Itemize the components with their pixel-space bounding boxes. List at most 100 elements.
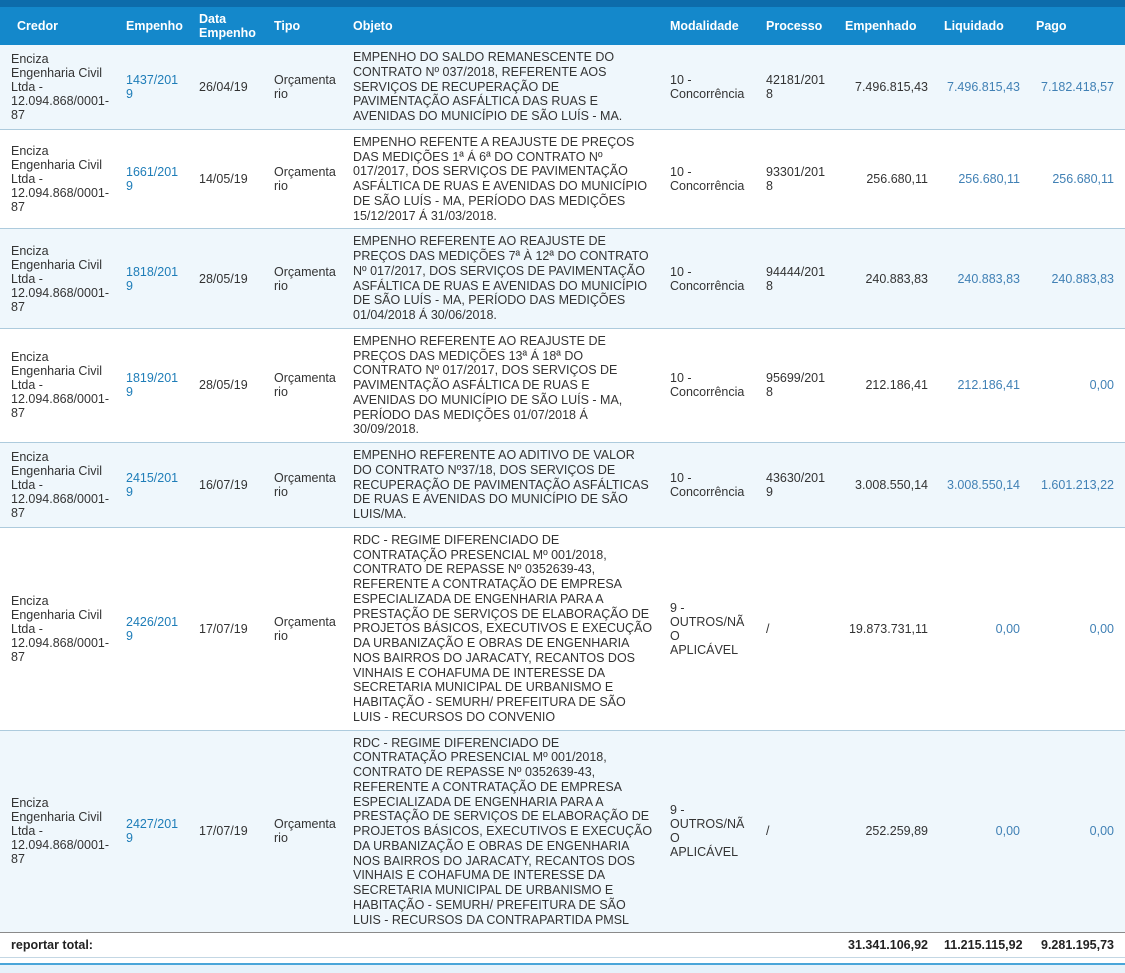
empenho-cell: 1818/2019 xyxy=(118,229,191,329)
liquidado-cell: 0,00 xyxy=(995,621,1020,636)
processo-cell: 95699/2018 xyxy=(766,371,826,400)
total-empenhado: 31.341.106,92 xyxy=(837,932,936,959)
total-label: reportar total: xyxy=(0,932,837,959)
empenho-link[interactable]: 2427/2019 xyxy=(126,817,179,846)
column-header-empenhado: Empenhado xyxy=(837,3,936,45)
empenho-cell: 2427/2019 xyxy=(118,730,191,933)
column-header-tipo: Tipo xyxy=(266,3,345,45)
total-row: reportar total: 31.341.106,92 11.215.115… xyxy=(0,932,1125,959)
pago-cell: 7.182.418,57 xyxy=(1041,79,1114,94)
pago-cell: 0,00 xyxy=(1089,621,1114,636)
credor-cell: Enciza Engenharia Civil Ltda - 12.094.86… xyxy=(11,350,110,421)
modalidade-cell: 9 - OUTROS/NÃO APLICÁVEL xyxy=(670,803,745,860)
tipo-cell: Orçamentario xyxy=(274,264,336,293)
empenho-cell: 2426/2019 xyxy=(118,527,191,730)
data-empenho-cell: 17/07/19 xyxy=(199,621,248,636)
tipo-cell: Orçamentario xyxy=(274,165,336,193)
column-header-objeto: Objeto xyxy=(345,3,662,45)
modalidade-cell: 10 - Concorrência xyxy=(670,371,745,400)
tipo-cell: Orçamentario xyxy=(274,371,336,400)
credor-cell: Enciza Engenharia Civil Ltda - 12.094.86… xyxy=(11,243,110,314)
liquidado-cell: 240.883,83 xyxy=(957,271,1020,286)
table-row: Enciza Engenharia Civil Ltda - 12.094.86… xyxy=(0,442,1125,528)
empenho-cell: 1437/2019 xyxy=(118,45,191,129)
table-row: Enciza Engenharia Civil Ltda - 12.094.86… xyxy=(0,228,1125,329)
data-empenho-cell: 28/05/19 xyxy=(199,378,248,393)
objeto-cell: RDC - REGIME DIFERENCIADO DE CONTRATAÇÃO… xyxy=(353,735,653,927)
empenho-link[interactable]: 2426/2019 xyxy=(126,614,179,643)
column-header-modalidade: Modalidade xyxy=(662,3,758,45)
objeto-cell: RDC - REGIME DIFERENCIADO DE CONTRATAÇÃO… xyxy=(353,532,653,724)
objeto-cell: EMPENHO REFENTE A REAJUSTE DE PREÇOS DAS… xyxy=(353,134,648,223)
empenhado-cell: 240.883,83 xyxy=(865,271,928,286)
objeto-cell: EMPENHO REFERENTE AO REAJUSTE DE PREÇOS … xyxy=(353,234,649,322)
empenho-cell: 1661/2019 xyxy=(118,129,191,229)
modalidade-cell: 10 - Concorrência xyxy=(670,165,745,193)
empenhado-cell: 19.873.731,11 xyxy=(848,621,928,636)
pago-cell: 256.680,11 xyxy=(1052,172,1114,186)
credor-cell: Enciza Engenharia Civil Ltda - 12.094.86… xyxy=(11,796,110,867)
empenho-link[interactable]: 1661/2019 xyxy=(126,165,179,193)
bottom-divider xyxy=(0,963,1125,973)
empenho-link[interactable]: 1437/2019 xyxy=(126,72,179,101)
processo-cell: 42181/2018 xyxy=(766,72,826,101)
total-pago: 9.281.195,73 xyxy=(1028,932,1125,959)
processo-cell: / xyxy=(766,621,770,636)
pago-cell: 240.883,83 xyxy=(1051,271,1114,286)
empenho-cell: 1819/2019 xyxy=(118,328,191,442)
table-row: Enciza Engenharia Civil Ltda - 12.094.86… xyxy=(0,527,1125,730)
objeto-cell: EMPENHO DO SALDO REMANESCENTE DO CONTRAT… xyxy=(353,50,623,123)
empenho-link[interactable]: 1819/2019 xyxy=(126,371,179,400)
column-header-credor: Credor xyxy=(0,3,118,45)
objeto-cell: EMPENHO REFERENTE AO REAJUSTE DE PREÇOS … xyxy=(353,333,623,437)
table-row: Enciza Engenharia Civil Ltda - 12.094.86… xyxy=(0,328,1125,443)
objeto-cell: EMPENHO REFERENTE AO ADITIVO DE VALOR DO… xyxy=(353,448,649,521)
data-empenho-cell: 16/07/19 xyxy=(199,477,248,492)
column-header-data-empenho: Data Empenho xyxy=(191,3,266,45)
liquidado-cell: 212.186,41 xyxy=(957,378,1020,393)
total-liquidado: 11.215.115,92 xyxy=(936,932,1028,959)
liquidado-cell: 3.008.550,14 xyxy=(947,477,1020,492)
column-header-pago: Pago xyxy=(1028,3,1125,45)
table-body: Enciza Engenharia Civil Ltda - 12.094.86… xyxy=(0,45,1125,933)
empenho-cell: 2415/2019 xyxy=(118,443,191,528)
empenhado-cell: 3.008.550,14 xyxy=(855,477,928,492)
liquidado-cell: 7.496.815,43 xyxy=(947,79,1020,94)
empenhado-cell: 212.186,41 xyxy=(865,378,928,393)
table-footer: reportar total: 31.341.106,92 11.215.115… xyxy=(0,932,1125,959)
modalidade-cell: 10 - Concorrência xyxy=(670,264,745,293)
empenho-link[interactable]: 1818/2019 xyxy=(126,264,179,293)
processo-cell: 93301/2018 xyxy=(766,165,826,193)
processo-cell: 43630/2019 xyxy=(766,470,826,499)
table-row: Enciza Engenharia Civil Ltda - 12.094.86… xyxy=(0,129,1125,229)
credor-cell: Enciza Engenharia Civil Ltda - 12.094.86… xyxy=(11,51,110,122)
modalidade-cell: 10 - Concorrência xyxy=(670,72,745,101)
liquidado-cell: 256.680,11 xyxy=(958,172,1020,186)
table-row: Enciza Engenharia Civil Ltda - 12.094.86… xyxy=(0,45,1125,130)
column-header-empenho: Empenho xyxy=(118,3,191,45)
empenhado-cell: 252.259,89 xyxy=(865,824,928,839)
tipo-cell: Orçamentario xyxy=(274,470,336,499)
data-empenho-cell: 14/05/19 xyxy=(199,172,248,186)
tipo-cell: Orçamentario xyxy=(274,817,336,846)
modalidade-cell: 10 - Concorrência xyxy=(670,470,745,499)
table-header: Credor Empenho Data Empenho Tipo Objeto … xyxy=(0,3,1125,45)
column-header-processo: Processo xyxy=(758,3,837,45)
processo-cell: 94444/2018 xyxy=(766,264,826,293)
column-header-liquidado: Liquidado xyxy=(936,3,1028,45)
data-empenho-cell: 28/05/19 xyxy=(199,271,248,286)
pago-cell: 1.601.213,22 xyxy=(1041,477,1114,492)
header-row: Credor Empenho Data Empenho Tipo Objeto … xyxy=(0,3,1125,45)
credor-cell: Enciza Engenharia Civil Ltda - 12.094.86… xyxy=(11,449,110,520)
modalidade-cell: 9 - OUTROS/NÃO APLICÁVEL xyxy=(670,600,745,657)
credor-cell: Enciza Engenharia Civil Ltda - 12.094.86… xyxy=(11,593,110,664)
processo-cell: / xyxy=(766,824,770,839)
pago-cell: 0,00 xyxy=(1089,378,1114,393)
liquidado-cell: 0,00 xyxy=(995,824,1020,839)
pago-cell: 0,00 xyxy=(1089,824,1114,839)
tipo-cell: Orçamentario xyxy=(274,614,336,643)
empenho-link[interactable]: 2415/2019 xyxy=(126,470,179,499)
tipo-cell: Orçamentario xyxy=(274,72,336,101)
